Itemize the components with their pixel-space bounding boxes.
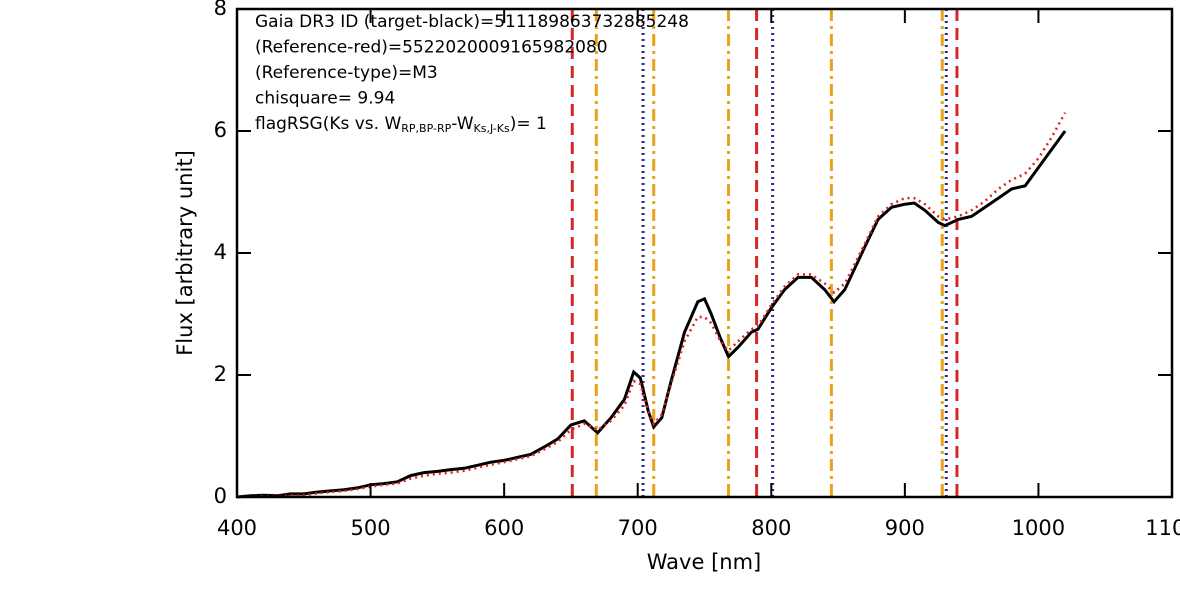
annotation: flagRSG(Ks vs. WRP,BP-RP-WKs,J-Ks)= 1: [255, 114, 547, 135]
annotation-part: flagRSG(Ks vs. W: [255, 114, 401, 134]
x-axis-label: Wave [nm]: [647, 550, 761, 574]
x-tick-label: 400: [217, 516, 257, 540]
annotation: Gaia DR3 ID (target-black)=5111898637328…: [255, 12, 689, 32]
x-tick-label: 800: [751, 516, 791, 540]
y-tick-label: 0: [214, 484, 227, 508]
annotation: (Reference-red)=5522020009165982080: [255, 38, 608, 58]
x-tick-label: 500: [351, 516, 391, 540]
annotation-part: -W: [451, 114, 473, 134]
x-tick-label: 700: [618, 516, 658, 540]
y-tick-label: 2: [214, 362, 227, 386]
y-axis-label: Flux [arbitrary unit]: [173, 150, 197, 356]
y-tick-label: 8: [214, 0, 227, 20]
series-line: [237, 112, 1067, 499]
y-tick-label: 4: [214, 240, 227, 264]
x-tick-label: 1000: [1012, 516, 1065, 540]
annotation-part: RP,BP-RP: [401, 122, 451, 135]
annotation: chisquare= 9.94: [255, 89, 395, 109]
annotation: (Reference-type)=M3: [255, 63, 438, 83]
x-tick-label: 600: [484, 516, 524, 540]
x-tick-label: 900: [885, 516, 925, 540]
y-tick-label: 6: [214, 118, 227, 142]
annotation-part: Ks,J-Ks: [474, 122, 510, 135]
series-line: [236, 130, 1067, 499]
annotation-part: )= 1: [510, 114, 547, 134]
